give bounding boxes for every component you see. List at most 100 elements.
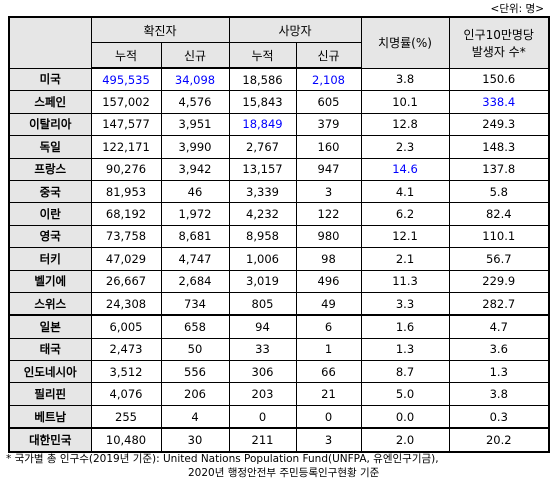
value-cell: 495,535	[90, 67, 162, 92]
value-cell: 3,512	[90, 360, 162, 384]
value-cell: 4,232	[228, 202, 297, 226]
value-cell: 3	[295, 179, 362, 204]
value-cell: 3,990	[160, 135, 230, 159]
table-row: 이란 68,192 1,972 4,232 122 6.2 82.4	[8, 202, 550, 226]
table-row: 대한민국 10,480 30 211 3 2.0 20.2	[8, 427, 550, 453]
country-cell: 프랑스	[8, 157, 92, 181]
value-cell: 2.0	[360, 427, 450, 453]
value-cell: 4.7	[448, 314, 550, 339]
value-cell: 4,076	[90, 382, 162, 406]
header-cumulative: 누적	[228, 42, 297, 69]
value-cell: 556	[160, 360, 230, 384]
country-cell: 중국	[8, 179, 92, 204]
table-row: 스페인 157,002 4,576 15,843 605 10.1 338.4	[8, 90, 550, 114]
value-cell: 12.1	[360, 224, 450, 249]
country-cell: 스위스	[8, 291, 92, 316]
table-row: 스위스 24,308 734 805 49 3.3 282.7	[8, 291, 550, 316]
value-cell: 68,192	[90, 202, 162, 226]
table-row: 영국 73,758 8,681 8,958 980 12.1 110.1	[8, 224, 550, 249]
value-cell: 3,019	[228, 269, 297, 293]
value-cell: 3.3	[360, 291, 450, 316]
value-cell: 1,006	[228, 247, 297, 271]
value-cell: 2,473	[90, 337, 162, 362]
value-cell: 1,972	[160, 202, 230, 226]
value-cell: 21	[295, 382, 362, 406]
value-cell: 8,681	[160, 224, 230, 249]
value-cell: 98	[295, 247, 362, 271]
value-cell: 3	[295, 427, 362, 453]
value-cell: 1.3	[448, 360, 550, 384]
country-cell: 대한민국	[8, 427, 92, 453]
value-cell: 12.8	[360, 112, 450, 137]
value-cell: 605	[295, 90, 362, 114]
table-row: 인도네시아 3,512 556 306 66 8.7 1.3	[8, 360, 550, 384]
value-cell: 94	[228, 314, 297, 339]
country-cell: 독일	[8, 135, 92, 159]
value-cell: 4	[160, 404, 230, 429]
value-cell: 137.8	[448, 157, 550, 181]
value-cell: 3,942	[160, 157, 230, 181]
value-cell: 82.4	[448, 202, 550, 226]
value-cell: 0	[295, 404, 362, 429]
value-cell: 47,029	[90, 247, 162, 271]
header-line: 인구10만명당	[463, 27, 534, 42]
header-line: 발생자 수*	[471, 44, 526, 59]
value-cell: 2,684	[160, 269, 230, 293]
value-cell: 122,171	[90, 135, 162, 159]
value-cell: 1	[295, 337, 362, 362]
value-cell: 157,002	[90, 90, 162, 114]
value-cell: 255	[90, 404, 162, 429]
value-cell: 306	[228, 360, 297, 384]
value-cell: 34,098	[160, 67, 230, 92]
country-cell: 이란	[8, 202, 92, 226]
table-row: 터키 47,029 4,747 1,006 98 2.1 56.7	[8, 247, 550, 271]
value-cell: 1.3	[360, 337, 450, 362]
header-new: 신규	[295, 42, 362, 69]
value-cell: 229.9	[448, 269, 550, 293]
value-cell: 33	[228, 337, 297, 362]
country-cell: 스페인	[8, 90, 92, 114]
value-cell: 10,480	[90, 427, 162, 453]
value-cell: 30	[160, 427, 230, 453]
value-cell: 5.8	[448, 179, 550, 204]
header-confirmed: 확진자	[90, 16, 230, 43]
value-cell: 73,758	[90, 224, 162, 249]
value-cell: 3.8	[448, 382, 550, 406]
value-cell: 4,576	[160, 90, 230, 114]
value-cell: 122	[295, 202, 362, 226]
value-cell: 0.0	[360, 404, 450, 429]
footnote: * 국가별 총 인구수(2019년 기준): United Nations Po…	[6, 452, 439, 480]
table-row: 베트남 255 4 0 0 0.0 0.3	[8, 404, 550, 429]
value-cell: 20.2	[448, 427, 550, 453]
value-cell: 2,108	[295, 67, 362, 92]
header-fatality: 치명률(%)	[360, 16, 450, 69]
footnote-line: 2020년 행정안전부 주민등록인구현황 기준	[188, 467, 380, 479]
value-cell: 805	[228, 291, 297, 316]
value-cell: 147,577	[90, 112, 162, 137]
value-cell: 980	[295, 224, 362, 249]
value-cell: 148.3	[448, 135, 550, 159]
value-cell: 110.1	[448, 224, 550, 249]
value-cell: 2.3	[360, 135, 450, 159]
table-row: 독일 122,171 3,990 2,767 160 2.3 148.3	[8, 135, 550, 159]
value-cell: 0.3	[448, 404, 550, 429]
value-cell: 206	[160, 382, 230, 406]
country-cell: 이탈리아	[8, 112, 92, 137]
value-cell: 5.0	[360, 382, 450, 406]
value-cell: 18,586	[228, 67, 297, 92]
country-cell: 일본	[8, 314, 92, 339]
country-cell: 필리핀	[8, 382, 92, 406]
value-cell: 11.3	[360, 269, 450, 293]
value-cell: 379	[295, 112, 362, 137]
country-cell: 영국	[8, 224, 92, 249]
header-deaths: 사망자	[228, 16, 362, 43]
value-cell: 3.6	[448, 337, 550, 362]
table-row: 필리핀 4,076 206 203 21 5.0 3.8	[8, 382, 550, 406]
value-cell: 282.7	[448, 291, 550, 316]
table-row: 태국 2,473 50 33 1 1.3 3.6	[8, 337, 550, 362]
value-cell: 26,667	[90, 269, 162, 293]
value-cell: 66	[295, 360, 362, 384]
value-cell: 24,308	[90, 291, 162, 316]
